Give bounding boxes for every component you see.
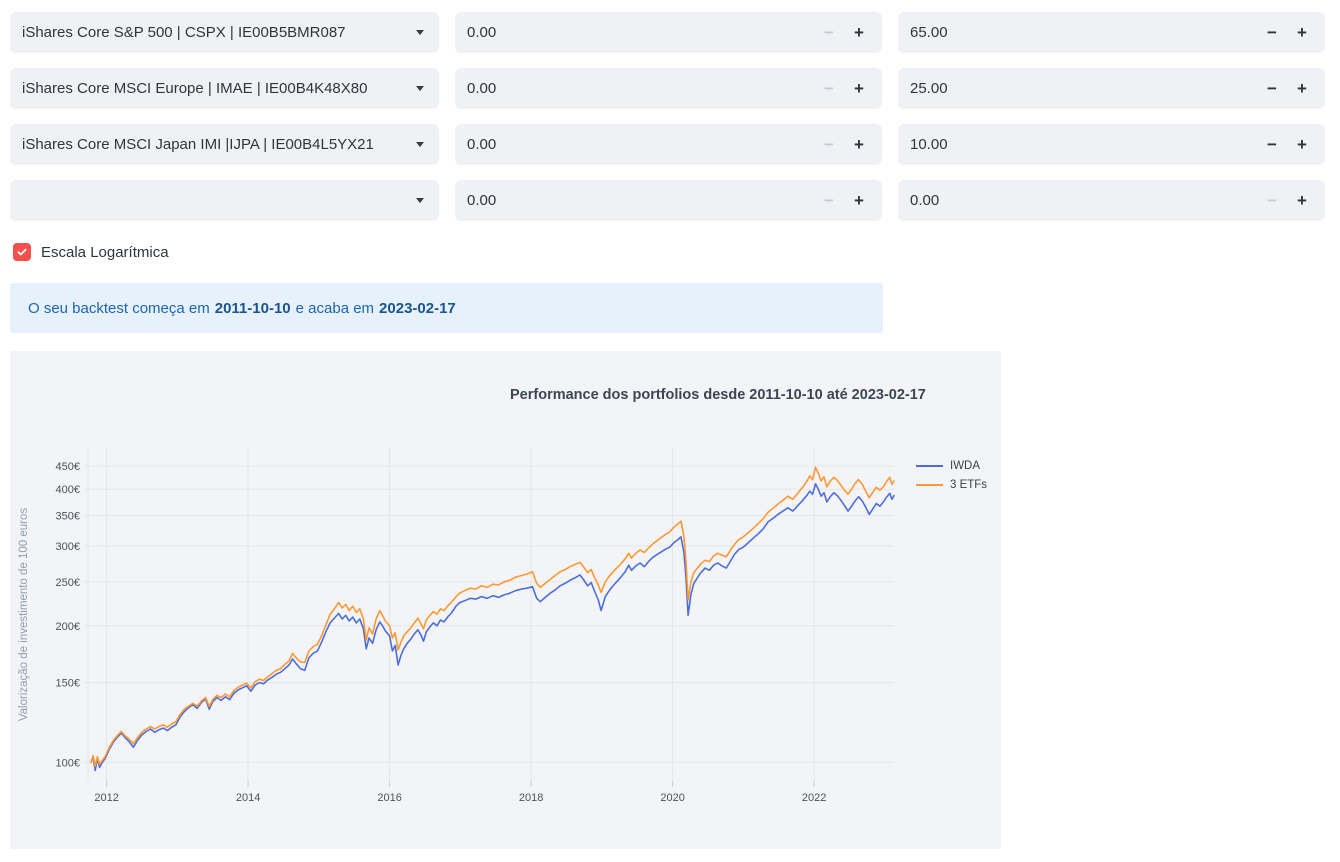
y-tick-label: 100€: [56, 757, 80, 769]
chevron-down-icon: [416, 142, 424, 147]
amount-input-1-value: 0.00: [467, 24, 497, 41]
log-scale-option: Escala Logarítmica: [13, 242, 169, 262]
amount-input-4[interactable]: 0.00 − +: [455, 180, 882, 221]
weight-input-2[interactable]: 25.00 − +: [898, 68, 1325, 109]
log-scale-checkbox[interactable]: [13, 243, 31, 261]
backtest-start-date: 2011-10-10: [214, 299, 291, 317]
y-tick-label: 450€: [56, 461, 80, 473]
chevron-down-icon: [416, 30, 424, 35]
x-tick-label: 2022: [802, 792, 826, 804]
chevron-down-icon: [416, 198, 424, 203]
weight-input-3[interactable]: 10.00 − +: [898, 124, 1325, 165]
legend-swatch-iwda: [916, 465, 943, 467]
y-tick-label: 250€: [56, 577, 80, 589]
portfolio-controls: iShares Core S&P 500 | CSPX | IE00B5BMR0…: [10, 12, 1325, 221]
weight-input-4[interactable]: 0.00 − +: [898, 180, 1325, 221]
legend-label-3etfs: 3 ETFs: [950, 479, 988, 491]
decrement-button[interactable]: −: [824, 78, 834, 98]
etf-select-3[interactable]: iShares Core MSCI Japan IMI |IJPA | IE00…: [10, 124, 439, 165]
x-tick-label: 2016: [377, 792, 401, 804]
performance-chart-panel: Performance dos portfolios desde 2011-10…: [10, 351, 1001, 849]
decrement-button[interactable]: −: [1267, 134, 1277, 154]
etf-select-1-value: iShares Core S&P 500 | CSPX | IE00B5BMR0…: [22, 24, 346, 41]
chart-title: Performance dos portfolios desde 2011-10…: [510, 387, 926, 403]
alert-text-before: O seu backtest começa em: [28, 299, 210, 317]
increment-button[interactable]: +: [1297, 78, 1307, 98]
amount-input-1[interactable]: 0.00 − +: [455, 12, 882, 53]
x-tick-label: 2012: [94, 792, 118, 804]
weight-input-2-value: 25.00: [910, 80, 948, 97]
increment-button[interactable]: +: [1297, 134, 1307, 154]
y-tick-label: 200€: [56, 621, 80, 633]
etf-select-1[interactable]: iShares Core S&P 500 | CSPX | IE00B5BMR0…: [10, 12, 439, 53]
increment-button[interactable]: +: [854, 134, 864, 154]
decrement-button[interactable]: −: [824, 134, 834, 154]
backtest-range-alert: O seu backtest começa em 2011-10-10 e ac…: [10, 283, 883, 333]
increment-button[interactable]: +: [854, 22, 864, 42]
y-tick-label: 300€: [56, 541, 80, 553]
y-tick-label: 400€: [56, 484, 80, 496]
decrement-button[interactable]: −: [824, 22, 834, 42]
x-tick-label: 2014: [236, 792, 260, 804]
decrement-button[interactable]: −: [824, 190, 834, 210]
series-line-iwda: [90, 483, 895, 772]
legend-label-iwda: IWDA: [950, 460, 981, 472]
increment-button[interactable]: +: [854, 190, 864, 210]
y-tick-label: 350€: [56, 511, 80, 523]
y-axis-title: Valorização de investimento de 100 euros: [18, 508, 30, 722]
backtest-end-date: 2023-02-17: [379, 299, 456, 317]
decrement-button[interactable]: −: [1267, 190, 1277, 210]
decrement-button[interactable]: −: [1267, 78, 1277, 98]
increment-button[interactable]: +: [1297, 22, 1307, 42]
weight-input-3-value: 10.00: [910, 136, 948, 153]
increment-button[interactable]: +: [1297, 190, 1307, 210]
weight-input-1[interactable]: 65.00 − +: [898, 12, 1325, 53]
amount-input-2[interactable]: 0.00 − +: [455, 68, 882, 109]
increment-button[interactable]: +: [854, 78, 864, 98]
legend-item-3etfs[interactable]: 3 ETFs: [916, 477, 987, 493]
log-scale-label: Escala Logarítmica: [41, 243, 169, 261]
amount-input-3-value: 0.00: [467, 136, 497, 153]
legend-swatch-3etfs: [916, 484, 943, 486]
decrement-button[interactable]: −: [1267, 22, 1277, 42]
legend-item-iwda[interactable]: IWDA: [916, 458, 987, 474]
etf-select-4[interactable]: [10, 180, 439, 221]
etf-select-2-value: iShares Core MSCI Europe | IMAE | IE00B4…: [22, 80, 368, 97]
amount-input-3[interactable]: 0.00 − +: [455, 124, 882, 165]
amount-input-4-value: 0.00: [467, 192, 497, 209]
etf-select-2[interactable]: iShares Core MSCI Europe | IMAE | IE00B4…: [10, 68, 439, 109]
chevron-down-icon: [416, 86, 424, 91]
chart-legend: IWDA 3 ETFs: [916, 458, 987, 493]
x-tick-label: 2018: [519, 792, 543, 804]
weight-input-4-value: 0.00: [910, 192, 940, 209]
y-tick-label: 150€: [56, 678, 80, 690]
weight-input-1-value: 65.00: [910, 24, 948, 41]
x-tick-label: 2020: [660, 792, 684, 804]
series-line-3-etfs: [90, 466, 895, 768]
amount-input-2-value: 0.00: [467, 80, 497, 97]
etf-select-3-value: iShares Core MSCI Japan IMI |IJPA | IE00…: [22, 136, 374, 153]
performance-chart: 100€ 150€ 200€ 250€ 300€ 350€ 400€ 450€ 2012 2014…: [18, 448, 895, 804]
alert-text-middle: e acaba em: [295, 299, 375, 317]
checkmark-icon: [17, 248, 27, 256]
